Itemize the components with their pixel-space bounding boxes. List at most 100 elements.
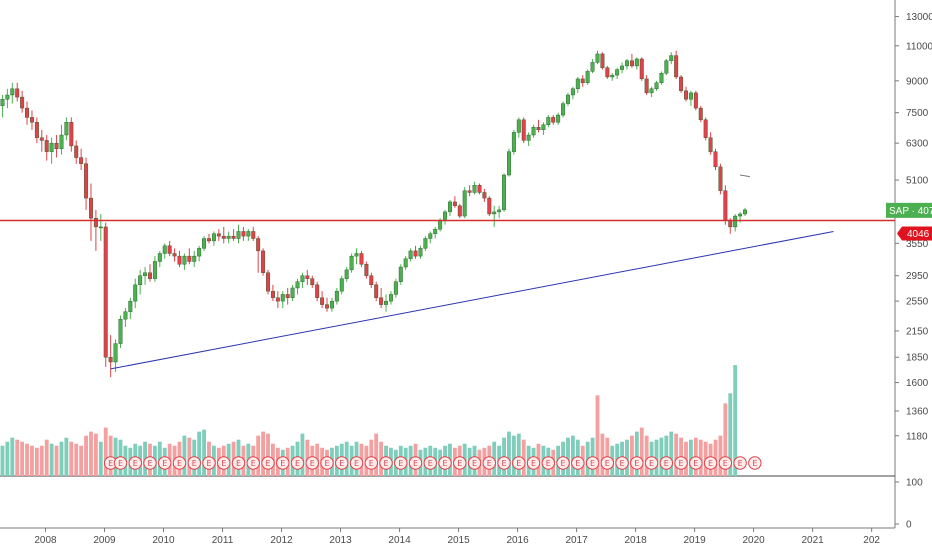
earnings-marker-label: E [620,459,625,468]
candle-body [595,53,600,63]
earnings-marker[interactable] [305,456,319,470]
candle-body [0,99,5,107]
earnings-marker[interactable] [526,456,541,470]
earnings-marker[interactable] [423,456,437,470]
candle-body [143,272,148,276]
earnings-marker[interactable] [748,456,762,470]
earnings-marker[interactable] [556,456,570,470]
volume-bar [570,435,575,476]
earnings-marker[interactable] [128,456,142,470]
volume-bar [79,445,84,476]
price-tick-label: 2150 [906,326,929,337]
earnings-marker-label: E [428,459,433,468]
candle-body [231,235,236,239]
volume-bar [507,431,511,476]
earnings-marker[interactable] [349,456,364,470]
candle-body [182,255,187,265]
earnings-marker-label: E [192,459,197,468]
earnings-marker[interactable] [482,456,496,470]
earnings-marker[interactable] [497,456,511,470]
volume-bar [629,435,634,476]
earnings-marker-label: E [664,459,669,468]
candle-body [15,88,20,98]
candle-body [629,60,634,67]
volume-bar [103,427,108,476]
candle-body [506,151,511,176]
candle-body [89,197,93,219]
earnings-marker[interactable] [379,456,393,470]
earnings-marker[interactable] [187,456,201,470]
earnings-marker-label: E [457,459,462,468]
earnings-marker[interactable] [364,456,378,470]
earnings-marker[interactable] [615,456,629,470]
earnings-marker[interactable] [217,456,231,470]
volume-bar [723,403,728,476]
volume-bar [266,433,270,476]
earnings-marker[interactable] [689,456,703,470]
candle-body [575,78,580,89]
candle-body [285,294,290,298]
candles [0,50,747,378]
volume-bar [516,433,521,476]
candle-body [413,250,418,257]
earnings-marker[interactable] [541,456,556,470]
earnings-marker[interactable] [674,456,688,470]
earnings-marker[interactable] [143,456,157,470]
earnings-marker[interactable] [335,456,349,470]
earnings-marker[interactable] [453,456,467,470]
earnings-marker[interactable] [733,456,747,470]
price-axis[interactable]: 1300011000900075006300510042503550295025… [894,0,932,528]
trendline[interactable] [110,230,834,370]
earnings-marker[interactable] [276,456,290,470]
earnings-marker[interactable] [630,456,644,470]
earnings-marker[interactable] [290,456,305,470]
candle-body [359,253,364,265]
candle-body [698,107,703,121]
candle-body [674,55,679,78]
earnings-marker[interactable] [659,456,674,470]
earnings-marker[interactable] [113,456,128,470]
earnings-marker[interactable] [172,456,187,470]
earnings-marker[interactable] [408,456,423,470]
chart-overlays[interactable] [0,174,895,370]
earnings-marker[interactable] [512,456,526,470]
candle-body [482,192,487,199]
earnings-marker-label: E [147,459,152,468]
earnings-marker[interactable] [246,456,260,470]
earnings-marker[interactable] [261,456,275,470]
candle-body [113,343,118,363]
candle-body [280,294,285,302]
earnings-marker[interactable] [571,456,585,470]
earnings-marker[interactable] [703,456,718,470]
earnings-marker[interactable] [202,456,216,470]
candle-body [452,201,457,207]
candle-body [329,300,334,309]
earnings-marker[interactable] [320,456,334,470]
price-tick-label: 1360 [906,406,929,417]
candle-body [138,275,143,286]
time-axis[interactable]: 2008 2009 2010 2011 2012 2013 2014 2015 2016 2017… [0,527,895,546]
earnings-marker[interactable] [585,456,600,470]
volume-bar [20,441,25,476]
earnings-marker[interactable] [644,456,659,470]
earnings-marker[interactable] [600,456,615,470]
candle-body [625,60,629,67]
candle-body [344,269,349,279]
earnings-marker[interactable] [438,456,452,470]
candle-body [148,272,152,279]
volume-bar [84,435,88,476]
earnings-marker[interactable] [467,456,482,470]
candle-body [320,297,325,305]
candle-body [502,174,507,211]
earnings-marker-label: E [561,459,566,468]
earnings-marker-label: E [443,459,448,468]
time-tick-label: 2020 [742,535,765,546]
earnings-marker[interactable] [158,456,172,470]
earnings-marker[interactable] [394,456,408,470]
earnings-marker[interactable] [718,456,733,470]
earnings-marker[interactable] [231,456,246,470]
earnings-marker-label: E [531,459,536,468]
